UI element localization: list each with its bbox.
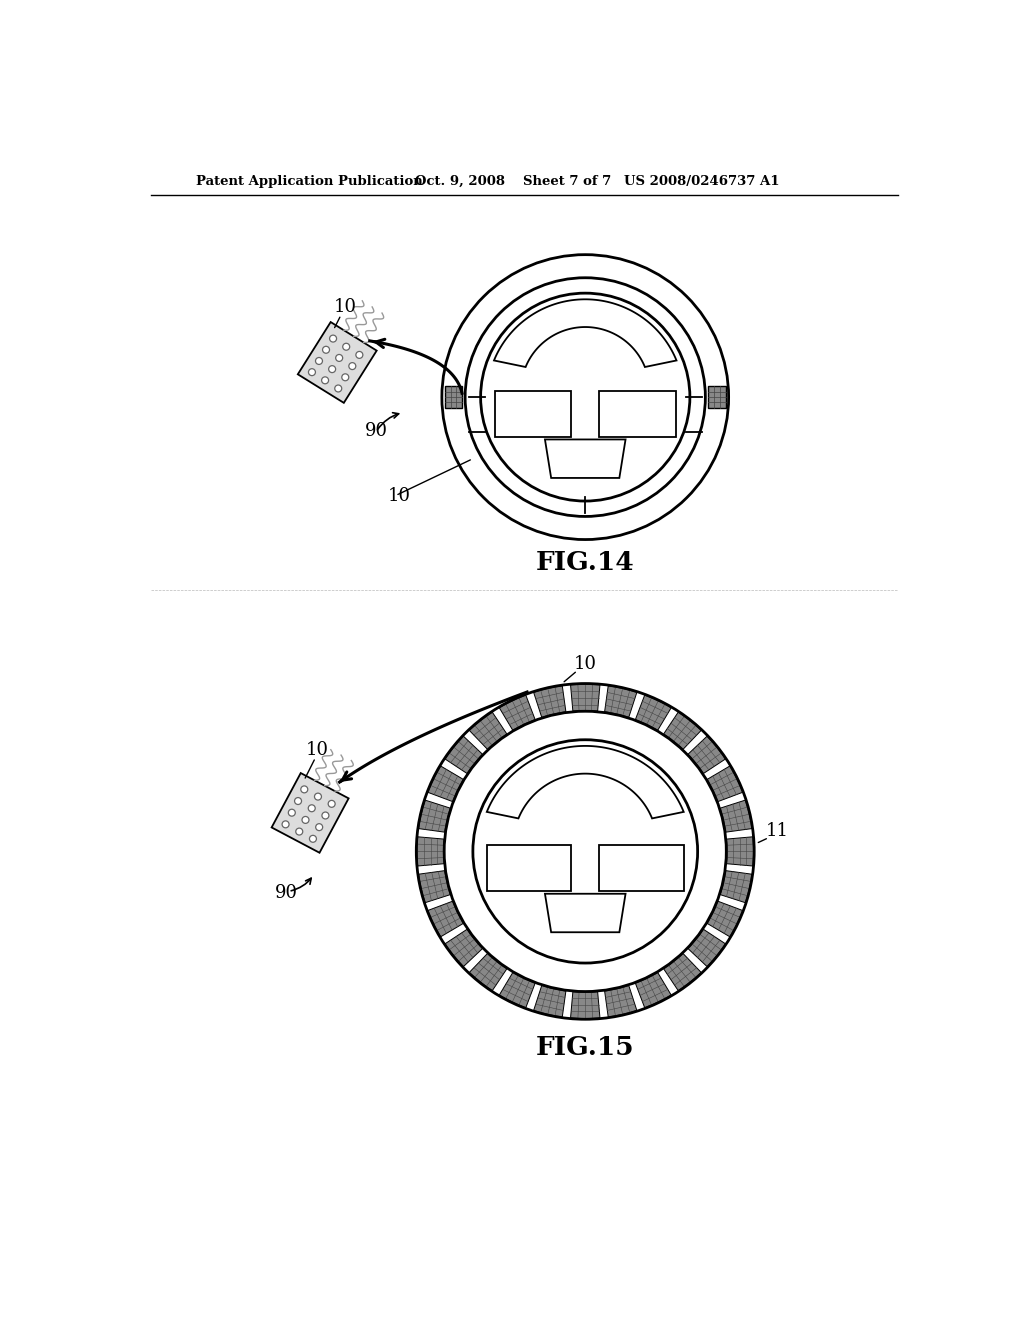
Polygon shape xyxy=(534,686,566,717)
Circle shape xyxy=(315,824,323,830)
Polygon shape xyxy=(545,894,626,932)
Circle shape xyxy=(356,351,362,358)
Circle shape xyxy=(342,374,349,380)
Circle shape xyxy=(328,800,335,808)
Text: 90: 90 xyxy=(275,883,298,902)
Text: 11: 11 xyxy=(766,822,788,840)
Polygon shape xyxy=(298,322,377,403)
Polygon shape xyxy=(720,871,752,903)
Circle shape xyxy=(330,335,337,342)
Polygon shape xyxy=(570,684,600,711)
Polygon shape xyxy=(570,991,600,1019)
Circle shape xyxy=(336,355,343,362)
Circle shape xyxy=(315,358,323,364)
Polygon shape xyxy=(534,986,566,1016)
FancyBboxPatch shape xyxy=(445,387,462,408)
Circle shape xyxy=(301,785,308,793)
FancyBboxPatch shape xyxy=(709,387,726,408)
Text: Oct. 9, 2008: Oct. 9, 2008 xyxy=(415,176,505,187)
Polygon shape xyxy=(495,391,571,437)
Circle shape xyxy=(435,248,735,545)
Polygon shape xyxy=(417,837,444,866)
Circle shape xyxy=(480,293,690,502)
Polygon shape xyxy=(688,737,725,774)
Circle shape xyxy=(413,680,758,1023)
Circle shape xyxy=(322,812,329,818)
Polygon shape xyxy=(469,713,507,750)
Text: 10: 10 xyxy=(573,655,597,673)
Circle shape xyxy=(308,805,315,812)
Circle shape xyxy=(282,821,289,828)
Polygon shape xyxy=(500,973,536,1007)
Polygon shape xyxy=(486,746,684,818)
Text: FIG.15: FIG.15 xyxy=(536,1035,635,1060)
Polygon shape xyxy=(545,440,626,478)
Polygon shape xyxy=(664,713,701,750)
Polygon shape xyxy=(635,973,671,1007)
Circle shape xyxy=(289,809,295,816)
Text: 10: 10 xyxy=(334,298,356,317)
Polygon shape xyxy=(599,391,676,437)
Polygon shape xyxy=(428,766,463,801)
Text: Patent Application Publication: Patent Application Publication xyxy=(197,176,423,187)
Circle shape xyxy=(322,378,329,384)
Circle shape xyxy=(314,793,322,800)
Polygon shape xyxy=(494,300,677,367)
Polygon shape xyxy=(708,902,742,937)
Circle shape xyxy=(308,368,315,376)
Polygon shape xyxy=(635,696,671,730)
Circle shape xyxy=(295,797,301,804)
Text: US 2008/0246737 A1: US 2008/0246737 A1 xyxy=(624,176,779,187)
Text: 10: 10 xyxy=(306,741,330,759)
Polygon shape xyxy=(271,774,348,853)
Circle shape xyxy=(302,817,309,824)
Polygon shape xyxy=(428,902,463,937)
Polygon shape xyxy=(445,929,482,966)
Circle shape xyxy=(335,385,342,392)
Polygon shape xyxy=(604,986,637,1016)
Polygon shape xyxy=(664,953,701,990)
Circle shape xyxy=(329,366,336,372)
Polygon shape xyxy=(727,837,754,866)
Circle shape xyxy=(296,828,303,836)
Polygon shape xyxy=(604,686,637,717)
Text: Sheet 7 of 7: Sheet 7 of 7 xyxy=(523,176,611,187)
Polygon shape xyxy=(486,845,571,891)
Circle shape xyxy=(309,836,316,842)
Text: 90: 90 xyxy=(365,421,387,440)
Polygon shape xyxy=(599,845,684,891)
Polygon shape xyxy=(445,737,482,774)
Text: FIG.14: FIG.14 xyxy=(536,550,635,576)
Circle shape xyxy=(343,343,350,350)
Circle shape xyxy=(473,739,697,964)
Polygon shape xyxy=(500,696,536,730)
Polygon shape xyxy=(708,766,742,801)
Text: 10: 10 xyxy=(388,487,411,506)
Polygon shape xyxy=(419,871,451,903)
Polygon shape xyxy=(720,800,752,832)
Circle shape xyxy=(323,346,330,354)
Polygon shape xyxy=(688,929,725,966)
Polygon shape xyxy=(419,800,451,832)
Circle shape xyxy=(349,363,355,370)
Polygon shape xyxy=(469,953,507,990)
